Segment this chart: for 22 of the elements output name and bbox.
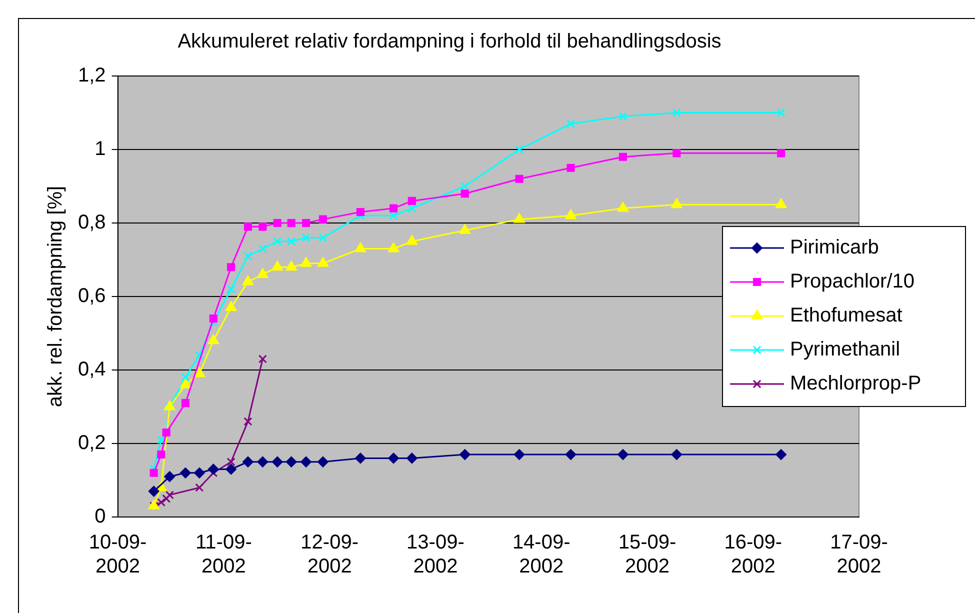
x-tick-label: 16-09-2002 <box>724 532 782 578</box>
x-tick-label: 14-09-2002 <box>512 532 570 578</box>
y-tick-label: 0,2 <box>78 432 106 454</box>
y-tick-label: 1 <box>94 138 106 160</box>
x-tick-label: 11-09-2002 <box>196 532 252 578</box>
x-tick-label: 13-09-2002 <box>406 532 464 578</box>
y-tick-label: 0 <box>94 506 106 528</box>
x-tick-label: 15-09-2002 <box>618 532 676 578</box>
y-tick-label: 0,8 <box>78 212 106 234</box>
y-tick-label: 0,4 <box>78 358 106 381</box>
y-tick-label: 0,6 <box>78 285 106 308</box>
y-axis-title: akk. rel. fordampning [%] <box>44 186 67 408</box>
legend-label: Pirimicarb <box>790 236 879 259</box>
y-tick-label: 1,2 <box>78 64 106 87</box>
x-tick-label: 17-09-2002 <box>830 532 888 578</box>
x-tick-label: 10-09-2002 <box>88 532 147 578</box>
legend-label: Propachlor/10 <box>790 270 915 293</box>
legend-label: Pyrimethanil <box>790 338 900 361</box>
x-tick-label: 12-09-2002 <box>300 532 358 578</box>
chart-title: Akkumuleret relativ fordampning i forhold til behandlingsdosis <box>178 30 722 53</box>
legend-label: Mechlorprop-P <box>790 372 922 395</box>
legend-label: Ethofumesat <box>790 304 903 327</box>
